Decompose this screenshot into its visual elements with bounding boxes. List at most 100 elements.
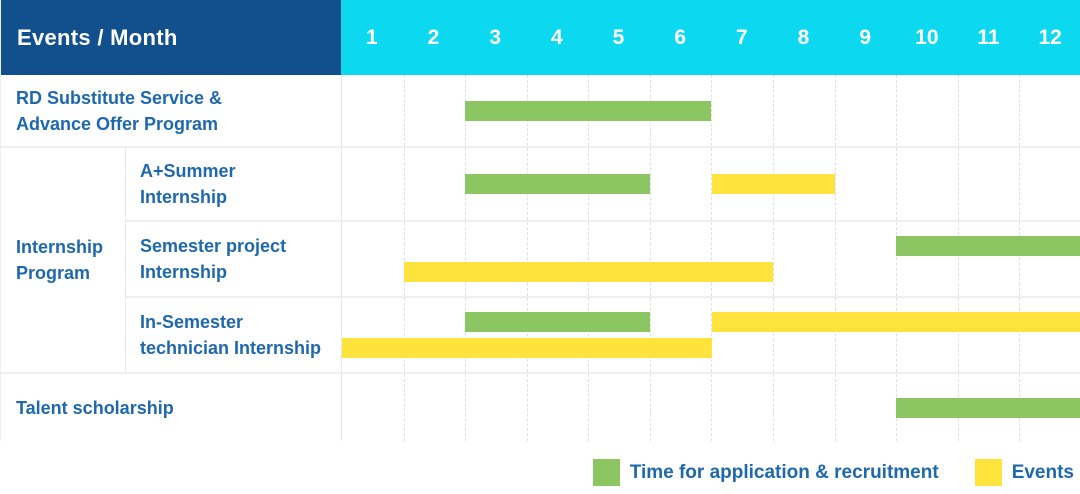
label-line: technician Internship [140, 338, 322, 358]
month-header-cell: 12 [1038, 25, 1062, 49]
gantt-row-a-summer-internship [341, 146, 1080, 220]
month-grid-cell [957, 298, 1020, 372]
bar-lines [342, 148, 1080, 220]
month-header-cell: 2 [427, 25, 440, 49]
gantt-row-in-semester-technician-internship [341, 296, 1080, 372]
legend-label: Time for application & recruitment [629, 461, 939, 483]
month-grid-cell [957, 148, 1020, 220]
month-grid-cell [526, 298, 589, 372]
gantt-row-semester-project-internship [341, 220, 1080, 296]
month-grid-cell [896, 148, 958, 220]
row-label-semester-project-internship: Semester project Internship [125, 220, 341, 296]
month-grid-cell [403, 222, 466, 296]
bar-lines [342, 298, 1080, 372]
label-line: Talent scholarship [16, 397, 174, 418]
row-label-in-semester-technician-internship: In-Semester technician Internship [125, 296, 341, 372]
month-grid-cell [773, 374, 835, 441]
gantt-bar-events [711, 312, 1080, 332]
label-line: Internship [16, 237, 104, 257]
month-grid-cell [649, 148, 712, 220]
month-grid-cell [834, 148, 897, 220]
month-grid-cell [1019, 298, 1080, 372]
month-grid-cell [834, 222, 897, 296]
month-grid-cell [957, 75, 1020, 146]
month-grid-cell [403, 75, 466, 146]
bar-lines [342, 75, 1080, 146]
label-line: Internship [140, 262, 228, 282]
gantt-bar-application [465, 312, 650, 332]
month-header-cell: 9 [859, 25, 871, 49]
month-header-row: 1 2 3 4 5 6 7 8 9 10 11 12 [341, 0, 1080, 75]
month-header-cell: 6 [674, 25, 686, 49]
month-grid-cell [711, 222, 773, 296]
table-header-corner: Events / Month [1, 0, 341, 75]
bar-lines [342, 222, 1080, 296]
gantt-bar-events [711, 174, 835, 194]
month-header-cell: 7 [735, 25, 748, 49]
month-grid-cell [773, 222, 835, 296]
bar-line [342, 236, 1080, 256]
month-grid-cell [588, 298, 650, 372]
month-grid-cell [403, 298, 466, 372]
legend-swatch-events [974, 459, 1002, 486]
month-grid-cell [588, 374, 650, 441]
month-header-cell: 4 [550, 25, 563, 49]
row-label-rd-substitute: RD Substitute Service & Advance Offer Pro… [1, 75, 341, 146]
month-grid-cell [896, 222, 958, 296]
month-grid-cell [957, 222, 1020, 296]
legend-item-events: Events [974, 459, 1074, 486]
month-header-cell: 10 [915, 25, 939, 49]
gantt-row-talent-scholarship [341, 372, 1080, 441]
month-grid-cell [773, 298, 835, 372]
bar-line [342, 174, 1080, 194]
gantt-row-rd-substitute [341, 75, 1080, 146]
label-line: Program [16, 263, 91, 283]
legend-swatch-application [592, 459, 620, 486]
label-line: RD Substitute Service & [16, 87, 223, 108]
bar-lines [342, 374, 1080, 441]
label-line: In-Semester [140, 312, 244, 332]
month-header-cell: 5 [612, 25, 625, 49]
legend: Time for application & recruitment Events [0, 459, 1074, 486]
label-line: Internship [140, 187, 228, 207]
gantt-bar-events [342, 338, 712, 358]
month-grid-cell [1019, 222, 1080, 296]
month-gridlines [342, 298, 1080, 372]
gantt-bar-application [896, 236, 1080, 256]
month-grid-cell [1019, 148, 1080, 220]
month-grid-cell [403, 148, 466, 220]
month-header-cell: 8 [797, 25, 810, 49]
month-grid-cell [834, 298, 897, 372]
month-grid-cell [526, 374, 589, 441]
gantt-bar-events [403, 262, 774, 282]
month-grid-cell [896, 75, 958, 146]
month-grid-cell [465, 298, 527, 372]
month-grid-cell [896, 298, 958, 372]
bar-line [342, 397, 1080, 418]
label-line: Semester project [140, 236, 287, 256]
bar-line [342, 100, 1080, 121]
legend-label: Events [1011, 461, 1074, 483]
month-grid-cell [834, 75, 897, 146]
month-grid-cell [649, 222, 712, 296]
month-header-cell: 11 [977, 25, 1000, 49]
legend-item-application: Time for application & recruitment [592, 459, 939, 486]
month-gridlines [342, 222, 1080, 296]
gantt-bar-application [465, 100, 712, 121]
page-title: Events / Month [17, 24, 178, 50]
month-grid-cell [649, 374, 712, 441]
label-line: Advance Offer Program [16, 113, 219, 134]
month-grid-cell [588, 222, 650, 296]
gantt-bar-application [896, 397, 1080, 418]
month-grid-cell [711, 75, 773, 146]
month-grid-cell [465, 222, 527, 296]
bar-line [342, 262, 1080, 282]
month-header-cell: 1 [365, 25, 378, 49]
month-header-cell: 3 [489, 25, 501, 49]
month-grid-cell [465, 374, 527, 441]
month-grid-cell [526, 222, 589, 296]
row-label-a-summer-internship: A+Summer Internship [125, 146, 341, 220]
month-grid-cell [711, 374, 773, 441]
month-grid-cell [834, 374, 897, 441]
